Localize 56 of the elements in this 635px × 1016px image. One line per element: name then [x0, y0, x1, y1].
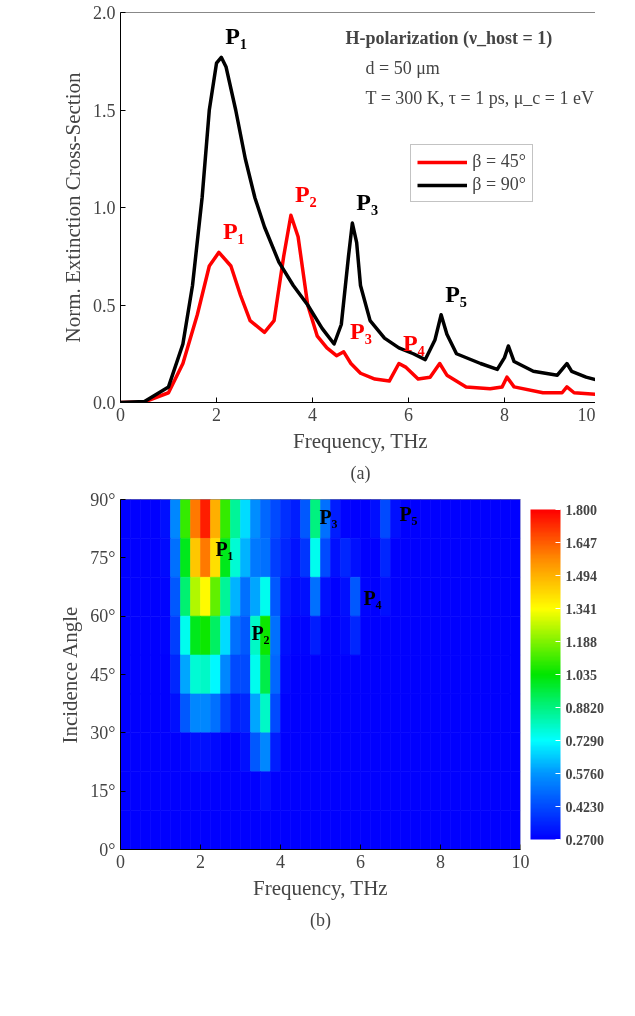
annotation: P₅ — [399, 502, 418, 525]
y-tick-label: 15° — [90, 781, 116, 802]
legend-label: β = 45° — [472, 151, 526, 172]
x-tick-label: 0 — [116, 404, 125, 425]
y-tick-label: 1.5 — [93, 100, 116, 121]
x-tick-label: 4 — [276, 851, 285, 872]
color-bar-label: 0.7290 — [565, 733, 604, 749]
x-tick-label: 6 — [404, 404, 413, 425]
y-tick-label: 1.0 — [93, 198, 116, 218]
color-bar-label: 0.4230 — [565, 799, 604, 815]
annotation: H-polarization (ν_host = 1) — [345, 27, 553, 49]
y-axis-title: Norm. Extinction Cross-Section — [61, 71, 85, 343]
annotation: T = 300 K, τ = 1 ps, μ_c = 1 eV — [365, 87, 594, 108]
y-tick-label: 0° — [99, 839, 116, 860]
color-bar-label: 1.035 — [565, 667, 597, 683]
y-tick-label: 45° — [90, 664, 116, 685]
x-axis-title: Frequency, THz — [292, 428, 428, 453]
text: (a) — [350, 462, 371, 484]
x-axis-title: Frequency, THz — [252, 875, 388, 900]
y-axis-title: Incidence Angle — [58, 606, 83, 744]
annotation: P₂ — [294, 181, 317, 208]
color-bar-label: 1.494 — [565, 568, 597, 584]
color-bar-label: 0.5760 — [565, 766, 604, 782]
x-tick-label: 6 — [356, 851, 365, 872]
annotation: P₁ — [222, 218, 245, 245]
color-bar-label: 1.647 — [565, 535, 597, 551]
annotation: d = 50 μm — [365, 57, 440, 78]
annotation: P₅ — [445, 280, 467, 307]
y-tick-label: 2.0 — [93, 3, 116, 23]
color-bar-label: 0.8820 — [565, 700, 604, 716]
color-bar-label: 0.2700 — [565, 832, 604, 848]
annotation: P₁ — [225, 23, 248, 50]
x-tick-label: 2 — [196, 851, 205, 872]
annotation: P₄ — [402, 329, 425, 356]
annotation: P₃ — [356, 189, 379, 216]
y-tick-label: 30° — [90, 722, 116, 743]
y-tick-label: 0.5 — [93, 295, 116, 316]
y-tick-label: 60° — [90, 606, 116, 627]
x-tick-label: 0 — [116, 851, 125, 872]
color-bar-label: 1.341 — [565, 601, 597, 617]
color-bar-label: 1.800 — [565, 502, 597, 518]
y-tick-label: 75° — [90, 547, 116, 568]
legend-label: β = 90° — [472, 174, 526, 195]
x-tick-label: 10 — [577, 404, 596, 425]
x-tick-label: 8 — [500, 404, 509, 425]
annotation: P₃ — [350, 317, 372, 344]
color-bar-label: 1.188 — [565, 634, 597, 650]
x-tick-label: 4 — [308, 404, 317, 425]
x-tick-label: 8 — [436, 851, 445, 872]
x-tick-label: 2 — [212, 404, 221, 425]
annotation: P₄ — [363, 586, 382, 609]
x-tick-label: 10 — [511, 851, 530, 872]
annotation: P₃ — [319, 506, 338, 528]
y-tick-label: 90° — [90, 489, 116, 510]
y-tick-label: 0.0 — [93, 393, 116, 413]
text: (b) — [310, 909, 332, 931]
